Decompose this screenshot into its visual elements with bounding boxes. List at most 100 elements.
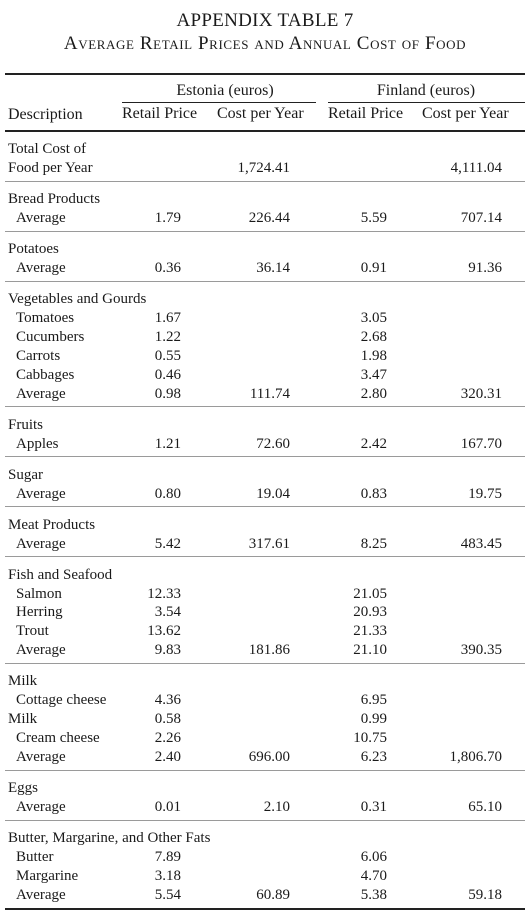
row-label: Average xyxy=(16,886,66,903)
section-divider xyxy=(5,180,525,182)
finland-retail-price: 10.75 xyxy=(353,730,387,746)
estonia-retail-price: 0.01 xyxy=(154,798,181,815)
row-label: Average xyxy=(16,535,66,552)
section-divider xyxy=(5,663,525,665)
estonia-retail-price: 5.42 xyxy=(154,535,181,552)
finland-cost-per-year: 707.14 xyxy=(460,209,502,226)
finland-group-rule xyxy=(328,102,525,103)
estonia-retail-price: 0.80 xyxy=(154,485,181,502)
bottom-rule xyxy=(5,907,525,910)
row-label: Average xyxy=(16,209,66,226)
finland-retail-price: 8.25 xyxy=(360,535,387,552)
estonia-retail-price: 0.98 xyxy=(154,385,181,402)
header-ee-retail-price: Retail Price xyxy=(122,105,198,122)
row-label: Average xyxy=(16,485,66,502)
section-divider xyxy=(5,280,525,282)
estonia-retail-price: 1.79 xyxy=(154,209,181,226)
finland-retail-price: 5.59 xyxy=(360,209,387,226)
estonia-retail-price: 0.55 xyxy=(154,347,181,364)
finland-retail-price: 21.33 xyxy=(353,623,387,640)
row-label: Average xyxy=(16,642,66,659)
section-divider xyxy=(5,819,525,821)
table-subtitle: Average Retail Prices and Annual Cost of… xyxy=(63,33,467,54)
estonia-retail-price: 0.36 xyxy=(154,259,181,276)
finland-retail-price: 1.98 xyxy=(360,347,387,364)
estonia-retail-price: 12.33 xyxy=(147,585,181,602)
row-label: Food per Year xyxy=(8,159,93,176)
row-label: Potatoes xyxy=(8,241,59,257)
finland-cost-per-year: 19.75 xyxy=(468,485,502,502)
row-label: Apples xyxy=(16,435,59,452)
estonia-retail-price: 4.36 xyxy=(154,692,181,709)
estonia-cost-per-year: 72.60 xyxy=(256,435,290,452)
finland-retail-price: 0.91 xyxy=(360,259,387,276)
estonia-retail-price: 7.89 xyxy=(154,848,181,865)
finland-retail-price: 3.05 xyxy=(360,309,387,326)
estonia-group-rule xyxy=(122,102,316,103)
finland-cost-per-year: 59.18 xyxy=(468,886,502,903)
header-fi-retail-price: Retail Price xyxy=(328,105,404,122)
estonia-retail-price: 13.62 xyxy=(147,623,181,640)
finland-retail-price: 0.83 xyxy=(360,485,387,502)
finland-retail-price: 0.99 xyxy=(360,711,387,728)
estonia-cost-per-year: 317.61 xyxy=(248,535,290,552)
finland-cost-per-year: 320.31 xyxy=(460,385,502,402)
estonia-cost-per-year: 181.86 xyxy=(248,642,290,659)
section-divider xyxy=(5,456,525,458)
finland-retail-price: 6.06 xyxy=(360,848,387,865)
row-label: Eggs xyxy=(8,780,38,796)
finland-retail-price: 0.31 xyxy=(360,798,387,815)
section-divider xyxy=(5,230,525,232)
finland-cost-per-year: 65.10 xyxy=(468,798,502,815)
finland-retail-price: 3.47 xyxy=(360,366,387,383)
estonia-cost-per-year: 2.10 xyxy=(263,798,290,815)
estonia-cost-per-year: 36.14 xyxy=(256,259,290,276)
row-label: Average xyxy=(16,385,66,402)
estonia-cost-per-year: 696.00 xyxy=(248,748,290,765)
finland-retail-price: 6.95 xyxy=(360,692,387,709)
header-description: Description xyxy=(8,106,83,123)
row-label: Total Cost of xyxy=(8,141,87,157)
section-divider xyxy=(5,506,525,508)
estonia-retail-price: 1.22 xyxy=(154,328,181,345)
top-rule xyxy=(5,73,525,75)
section-divider xyxy=(5,556,525,558)
row-label: Herring xyxy=(16,604,63,621)
finland-cost-per-year: 167.70 xyxy=(460,435,502,452)
estonia-retail-price: 2.26 xyxy=(154,730,181,746)
row-label: Salmon xyxy=(16,585,62,602)
row-label: Carrots xyxy=(16,347,61,364)
estonia-retail-price: 2.40 xyxy=(154,748,181,765)
row-label: Average xyxy=(16,748,66,765)
finland-retail-price: 21.10 xyxy=(353,642,387,659)
row-label: Average xyxy=(16,798,66,815)
estonia-retail-price: 0.46 xyxy=(154,366,181,383)
finland-retail-price: 21.05 xyxy=(353,585,387,602)
estonia-cost-per-year: 226.44 xyxy=(248,209,290,226)
row-label: Average xyxy=(16,259,66,276)
row-label: Sugar xyxy=(8,466,43,483)
estonia-retail-price: 3.54 xyxy=(154,604,181,621)
row-label: Bread Products xyxy=(8,191,101,207)
finland-retail-price: 4.70 xyxy=(360,867,387,884)
table-title-block: APPENDIX TABLE 7 Average Retail Prices a… xyxy=(0,10,530,56)
finland-cost-per-year: 390.35 xyxy=(460,642,502,659)
row-label: Margarine xyxy=(16,867,79,884)
row-label: Cream cheese xyxy=(16,730,100,746)
estonia-retail-price: 0.58 xyxy=(154,711,181,728)
finland-retail-price: 5.38 xyxy=(360,886,387,903)
row-label: Fruits xyxy=(8,416,44,433)
finland-cost-per-year: 91.36 xyxy=(468,259,502,276)
row-label: Vegetables and Gourds xyxy=(8,291,147,307)
estonia-retail-price: 1.67 xyxy=(154,309,181,326)
section-divider xyxy=(5,769,525,771)
row-label: Milk xyxy=(8,673,38,690)
row-label: Meat Products xyxy=(8,516,96,533)
row-label: Cottage cheese xyxy=(16,692,107,709)
finland-cost-per-year: 483.45 xyxy=(460,535,502,552)
table-title: APPENDIX TABLE 7 xyxy=(176,10,354,31)
finland-retail-price: 20.93 xyxy=(353,604,387,621)
finland-retail-price: 2.80 xyxy=(360,385,387,402)
finland-cost-per-year: 4,111.04 xyxy=(450,159,502,176)
section-divider xyxy=(5,406,525,408)
